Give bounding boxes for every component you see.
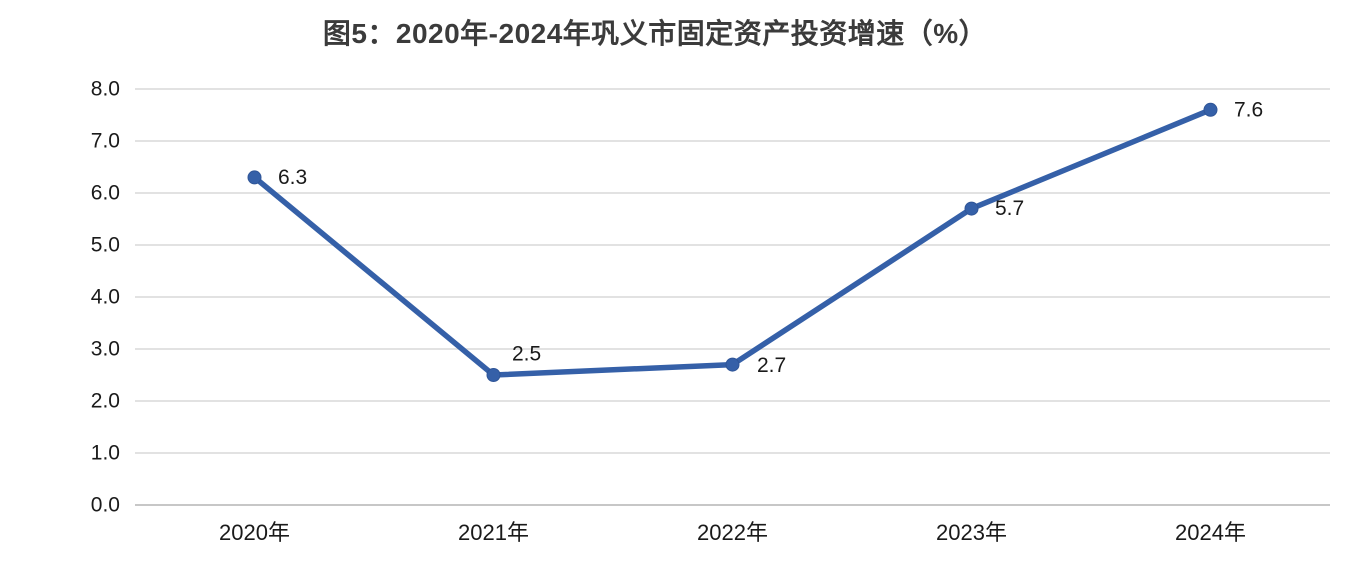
data-point-marker (486, 368, 501, 382)
x-axis-tick-label: 2024年 (1175, 520, 1246, 545)
series-line (251, 107, 1214, 378)
y-axis-tick-label: 3.0 (91, 338, 120, 361)
y-axis-tick-label: 1.0 (91, 442, 120, 465)
x-axis-tick-label: 2021年 (458, 520, 529, 545)
data-point-label: 2.7 (757, 354, 786, 377)
y-axis-tick-label: 5.0 (91, 234, 120, 257)
x-axis-tick-label: 2022年 (697, 520, 768, 545)
x-axis-tick-label: 2023年 (936, 520, 1007, 545)
y-axis-tick-label: 0.0 (91, 494, 120, 517)
data-point-label: 5.7 (995, 197, 1024, 220)
data-point-label: 6.3 (278, 166, 307, 189)
data-point-marker (247, 170, 262, 185)
data-point-label: 2.5 (512, 343, 541, 366)
y-axis-tick-label: 8.0 (91, 78, 120, 101)
y-axis-tick-label: 2.0 (91, 390, 120, 413)
x-axis-tick-label: 2020年 (219, 520, 290, 545)
data-point-marker (1203, 102, 1218, 117)
y-axis-tick-label: 6.0 (91, 182, 120, 205)
y-axis-tick-label: 7.0 (91, 130, 120, 153)
data-point-marker (964, 201, 979, 216)
chart-title: 图5：2020年-2024年巩义市固定资产投资增速（%） (322, 18, 988, 49)
data-point-label: 7.6 (1234, 98, 1263, 121)
data-point-marker (725, 357, 740, 372)
y-axis-tick-label: 4.0 (91, 286, 120, 309)
